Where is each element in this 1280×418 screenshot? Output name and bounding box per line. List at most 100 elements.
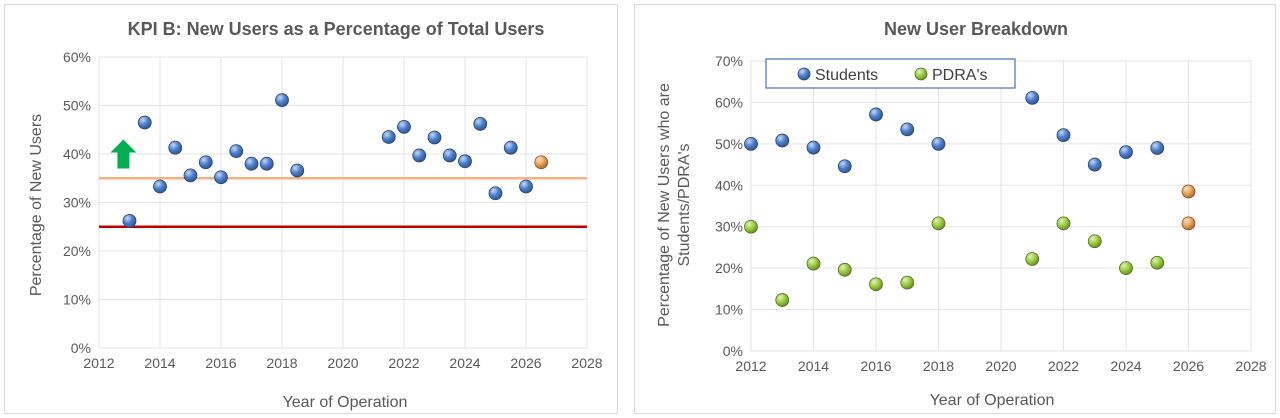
data-point xyxy=(1087,234,1102,249)
series-points xyxy=(744,90,1165,174)
x-tick-label: 2028 xyxy=(571,355,602,371)
legend-box xyxy=(765,58,1016,89)
data-point xyxy=(290,163,305,178)
x-axis-label: Year of Operation xyxy=(283,394,408,411)
data-point xyxy=(412,148,427,163)
y-tick-label: 0% xyxy=(723,343,743,359)
y-tick-label: 20% xyxy=(63,243,91,259)
x-tick-label: 2024 xyxy=(449,355,480,371)
data-point xyxy=(183,168,198,183)
y-tick-label: 60% xyxy=(715,94,743,110)
data-point xyxy=(1119,145,1133,160)
series-points xyxy=(744,216,1165,307)
data-point xyxy=(122,214,137,228)
data-point xyxy=(837,262,852,277)
x-tick-label: 2016 xyxy=(205,355,236,371)
new-user-breakdown-chart: New User Breakdown Year of Operation Per… xyxy=(656,19,1267,409)
data-point xyxy=(168,140,183,155)
y-tick-label: 70% xyxy=(715,53,743,69)
data-point xyxy=(488,186,503,201)
y-axis-label-line-1: Percentage of New Users who are xyxy=(656,83,673,327)
data-point xyxy=(244,156,259,171)
x-tick-label: 2026 xyxy=(510,355,541,371)
x-tick-label: 2014 xyxy=(144,355,175,371)
x-tick-label: 2020 xyxy=(327,355,358,371)
data-point xyxy=(1119,261,1133,276)
data-point xyxy=(744,219,758,234)
x-tick-label: 2022 xyxy=(1048,358,1079,374)
data-point xyxy=(427,130,442,145)
data-point xyxy=(931,216,946,231)
y-tick-label: 60% xyxy=(63,49,91,65)
data-point xyxy=(397,119,411,134)
legend-label: Students xyxy=(815,67,878,84)
data-point xyxy=(503,140,518,155)
data-point xyxy=(900,275,915,290)
data-point xyxy=(1181,184,1196,199)
x-tick-label: 2022 xyxy=(388,355,419,371)
y-axis-label: Percentage of New Users xyxy=(28,114,45,296)
data-point xyxy=(1056,216,1071,231)
y-tick-label: 50% xyxy=(63,98,91,114)
chart-title: KPI B: New Users as a Percentage of Tota… xyxy=(128,19,545,39)
y-tick-label: 40% xyxy=(63,146,91,162)
data-point xyxy=(473,117,488,131)
x-tick-label: 2020 xyxy=(985,358,1016,374)
data-point xyxy=(519,179,533,194)
data-point xyxy=(1025,90,1040,105)
data-point xyxy=(869,277,883,292)
x-tick-label: 2018 xyxy=(923,358,954,374)
series-points xyxy=(122,93,533,228)
series-points xyxy=(1181,184,1196,231)
data-point xyxy=(869,107,883,122)
data-point xyxy=(806,256,821,271)
y-tick-label: 0% xyxy=(71,340,91,356)
data-point xyxy=(806,140,821,155)
data-point xyxy=(214,170,228,185)
data-point xyxy=(198,155,213,170)
y-tick-label: 30% xyxy=(715,219,743,235)
data-point xyxy=(229,144,244,158)
y-tick-label: 40% xyxy=(715,177,743,193)
data-point xyxy=(775,133,790,148)
y-tick-label: 50% xyxy=(715,136,743,152)
legend-marker xyxy=(914,67,928,81)
x-tick-label: 2026 xyxy=(1173,358,1204,374)
data-point xyxy=(1056,128,1071,143)
gridlines xyxy=(98,56,588,349)
data-point xyxy=(837,159,852,174)
y-tick-label: 10% xyxy=(63,292,91,308)
x-tick-label: 2012 xyxy=(735,358,766,374)
target-up-arrow-icon xyxy=(110,139,137,169)
x-tick-label: 2012 xyxy=(83,355,114,371)
x-tick-label: 2024 xyxy=(1110,358,1141,374)
y-tick-label: 30% xyxy=(63,195,91,211)
legend-marker xyxy=(797,67,811,81)
y-axis-label-line-2: Students/PDRA's xyxy=(676,143,693,266)
data-point xyxy=(259,156,274,171)
data-point xyxy=(1150,255,1165,270)
data-point xyxy=(534,155,549,170)
data-point xyxy=(900,122,915,137)
data-point xyxy=(381,130,396,144)
data-point xyxy=(931,136,946,151)
data-point xyxy=(1181,216,1196,231)
chart-title: New User Breakdown xyxy=(884,19,1068,39)
data-point xyxy=(1150,141,1165,155)
data-point xyxy=(442,148,457,163)
data-point xyxy=(744,136,758,151)
kpi-b-chart: KPI B: New Users as a Percentage of Tota… xyxy=(28,19,603,411)
x-axis-label: Year of Operation xyxy=(930,392,1055,409)
x-tick-label: 2014 xyxy=(798,358,829,374)
kpi-b-chart-panel: KPI B: New Users as a Percentage of Tota… xyxy=(4,4,618,414)
data-point xyxy=(1087,157,1102,172)
y-tick-label: 20% xyxy=(715,260,743,276)
new-user-breakdown-chart-panel: New User Breakdown Year of Operation Per… xyxy=(634,4,1276,414)
gridlines xyxy=(750,60,1252,352)
data-point xyxy=(153,179,167,194)
data-point xyxy=(1025,252,1040,266)
x-tick-label: 2018 xyxy=(266,355,297,371)
data-point xyxy=(458,154,472,169)
series-points xyxy=(534,155,549,170)
y-tick-label: 10% xyxy=(715,302,743,318)
